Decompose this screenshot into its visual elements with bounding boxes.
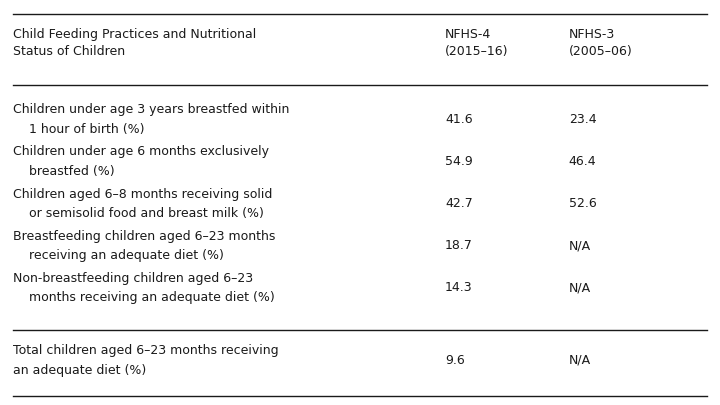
Text: NFHS-3
(2005–06): NFHS-3 (2005–06) <box>569 28 633 58</box>
Text: N/A: N/A <box>569 281 591 294</box>
Text: N/A: N/A <box>569 354 591 367</box>
Text: 42.7: 42.7 <box>445 197 473 210</box>
Text: 52.6: 52.6 <box>569 197 597 210</box>
Text: 14.3: 14.3 <box>445 281 472 294</box>
Text: 9.6: 9.6 <box>445 354 464 367</box>
Text: NFHS-4
(2015–16): NFHS-4 (2015–16) <box>445 28 508 58</box>
Text: Children aged 6–8 months receiving solid: Children aged 6–8 months receiving solid <box>13 188 272 200</box>
Text: 41.6: 41.6 <box>445 113 472 126</box>
Text: Total children aged 6–23 months receiving: Total children aged 6–23 months receivin… <box>13 344 279 357</box>
Text: 54.9: 54.9 <box>445 155 473 168</box>
Text: Non-breastfeeding children aged 6–23: Non-breastfeeding children aged 6–23 <box>13 272 253 285</box>
Text: 23.4: 23.4 <box>569 113 596 126</box>
Text: 46.4: 46.4 <box>569 155 596 168</box>
Text: receiving an adequate diet (%): receiving an adequate diet (%) <box>13 249 224 262</box>
Text: Child Feeding Practices and Nutritional
Status of Children: Child Feeding Practices and Nutritional … <box>13 28 256 58</box>
Text: Children under age 3 years breastfed within: Children under age 3 years breastfed wit… <box>13 103 289 116</box>
Text: breastfed (%): breastfed (%) <box>13 165 114 178</box>
Text: 18.7: 18.7 <box>445 239 473 252</box>
Text: Breastfeeding children aged 6–23 months: Breastfeeding children aged 6–23 months <box>13 230 275 243</box>
Text: Children under age 6 months exclusively: Children under age 6 months exclusively <box>13 145 269 158</box>
Text: months receiving an adequate diet (%): months receiving an adequate diet (%) <box>13 291 275 304</box>
Text: N/A: N/A <box>569 239 591 252</box>
Text: 1 hour of birth (%): 1 hour of birth (%) <box>13 123 145 136</box>
Text: or semisolid food and breast milk (%): or semisolid food and breast milk (%) <box>13 207 264 220</box>
Text: an adequate diet (%): an adequate diet (%) <box>13 364 146 377</box>
